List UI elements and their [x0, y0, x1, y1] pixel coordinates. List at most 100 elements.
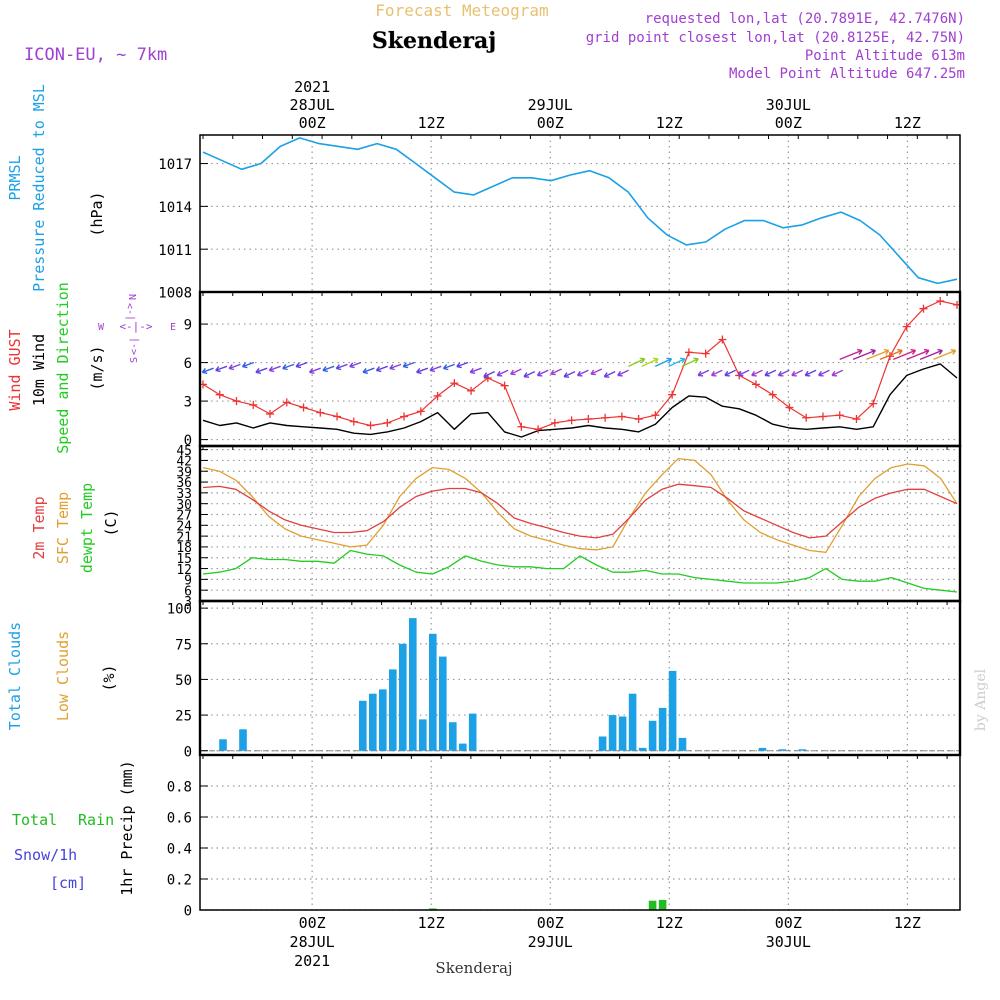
gust-line [202, 300, 958, 430]
wind-arrow [295, 361, 308, 369]
wind-arrow [879, 348, 903, 361]
compass-ew: <-|-> [119, 320, 152, 333]
precip-legend: [cm] [50, 874, 86, 892]
precip-legend: Total [12, 811, 57, 829]
gust-marker [550, 418, 559, 427]
gust-marker [869, 399, 878, 408]
unit-label: (m/s) [88, 345, 106, 390]
compass-n-arrow: |-> [125, 303, 136, 321]
wind-arrow [442, 363, 455, 371]
gust-marker [299, 403, 308, 412]
y-tick-label: 36 [176, 476, 192, 491]
wind-arrow [536, 369, 549, 377]
unit-label: (%) [100, 664, 118, 691]
wind10m-line [202, 363, 958, 438]
y-tick-label: 27 [176, 509, 192, 524]
compass-s: S [129, 357, 140, 363]
gust-marker [500, 381, 509, 390]
wind-arrow [268, 365, 281, 373]
y-tick-label: 0.8 [167, 780, 192, 796]
gust-marker [584, 415, 593, 424]
wind-arrow [710, 369, 723, 377]
y-tick-label: 1011 [158, 243, 192, 259]
unit-label: (hPa) [88, 191, 106, 236]
cloud-bar [468, 713, 477, 751]
top-hour-label: 12Z [656, 114, 683, 132]
bottom-hour-label: 12Z [894, 914, 921, 932]
compass-n: N [128, 294, 139, 300]
axes-layer: 1008101110141017036936912151821242730333… [158, 78, 962, 970]
wind-arrow [496, 369, 509, 377]
top-hour-label: 00Z [299, 114, 326, 132]
wind-arrow [590, 368, 603, 376]
top-hour-label: 12Z [894, 114, 921, 132]
cloud-bar [628, 693, 637, 751]
wind-arrow [791, 369, 803, 377]
gust-marker [433, 391, 442, 400]
top-day-label: 30JUL [766, 96, 811, 114]
y-tick-label: 24 [176, 520, 192, 535]
pressure-axis-label: Pressure Reduced to MSL [30, 84, 48, 292]
gust-marker [266, 409, 275, 418]
bottom-year-label: 2021 [294, 952, 330, 970]
cloud-bar [778, 749, 787, 751]
bottom-day-label: 28JUL [290, 933, 335, 951]
gust-marker [818, 412, 827, 421]
panel-frame [198, 290, 962, 448]
gust-marker [835, 411, 844, 420]
model-label: ICON-EU, ~ 7km [24, 45, 167, 65]
wind-arrow [282, 363, 295, 371]
unit-label: (C) [102, 509, 120, 536]
top-hour-label: 12Z [418, 114, 445, 132]
wind-arrow [681, 357, 699, 368]
compass-e: E [170, 322, 176, 333]
top-hour-label: 00Z [537, 114, 564, 132]
y-tick-label: 6 [184, 584, 192, 599]
wind-arrow [389, 363, 402, 371]
wind-arrow [215, 365, 228, 373]
cloud-bar [668, 670, 677, 751]
y-tick-label: 39 [176, 465, 192, 480]
grid-layer [200, 135, 960, 911]
model-altitude: Model Point Altitude 647.25m [729, 66, 965, 82]
wind-arrow [402, 361, 415, 369]
y-tick-label: 0 [184, 433, 192, 449]
wind-arrow [933, 348, 957, 361]
gust-marker [450, 379, 459, 388]
y-tick-label: 1008 [158, 286, 192, 302]
gust-marker [601, 413, 610, 422]
wind-arrow [550, 368, 562, 376]
gust-marker [768, 390, 777, 399]
gust-marker [567, 416, 576, 425]
bottom-hour-label: 00Z [537, 914, 564, 932]
cloud-bar [359, 700, 367, 751]
wind-arrow [697, 369, 710, 377]
wind-arrow [201, 367, 214, 374]
cloud-bar [648, 720, 657, 751]
cloud-bar [608, 715, 617, 751]
gust-marker [366, 421, 375, 430]
wind-arrow [228, 363, 241, 371]
y-tick-label: 6 [184, 356, 192, 372]
y-tick-label: 0 [184, 744, 192, 760]
y-tick-label: 42 [176, 455, 192, 470]
bottom-hour-label: 00Z [299, 914, 326, 932]
y-tick-label: 3 [184, 395, 192, 411]
cloud-bar [439, 656, 447, 751]
wind-arrow [764, 369, 777, 377]
cloud-bar [379, 689, 387, 751]
gust-marker [316, 408, 325, 417]
cloud-bar [798, 749, 807, 751]
y-tick-label: 15 [176, 552, 192, 567]
cloud-bar [219, 739, 227, 751]
gust-marker [534, 425, 543, 434]
location-title: Skenderaj [372, 28, 496, 54]
gust-marker [349, 417, 358, 426]
y-tick-label: 33 [176, 487, 192, 502]
precip-legend: Rain [78, 811, 114, 829]
gust-marker [383, 418, 392, 427]
y-tick-label: 0.6 [167, 811, 192, 827]
cloud-bar [409, 618, 417, 751]
gust-marker [651, 411, 660, 420]
wind-arrow [335, 363, 348, 371]
